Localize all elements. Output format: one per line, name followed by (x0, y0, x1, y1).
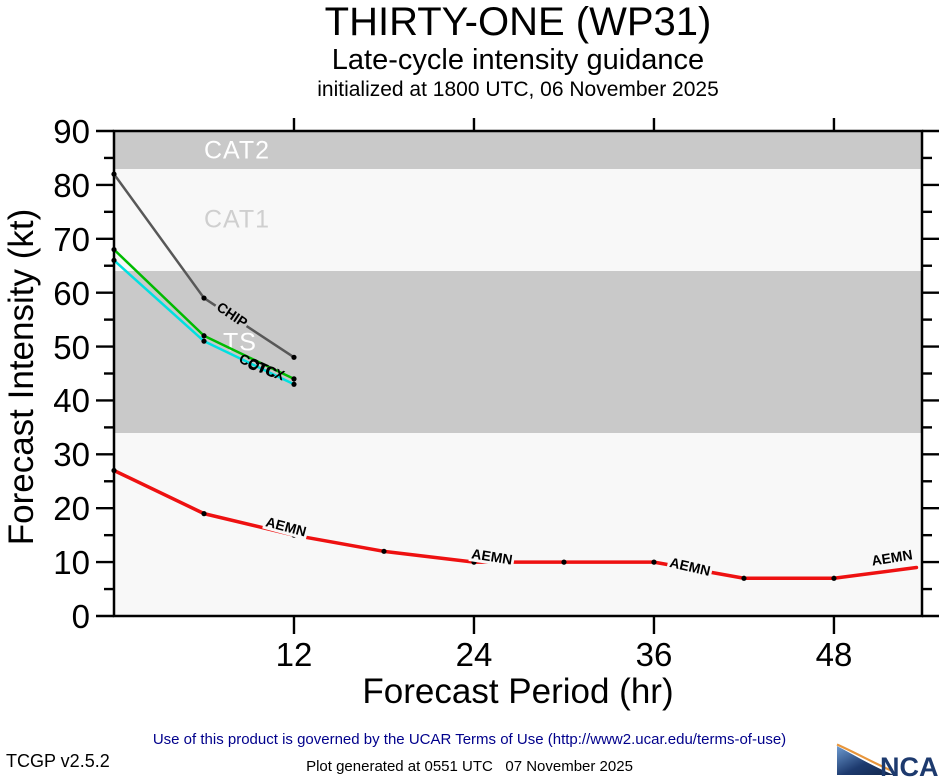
y-tick-label-70: 70 (53, 220, 90, 258)
ncar-logo: NCAR (836, 743, 939, 780)
chart-init-time: initialized at 1800 UTC, 06 November 202… (317, 78, 719, 101)
ncar-logo-swoosh (837, 746, 894, 775)
data-point-aemn (831, 575, 837, 581)
ncar-logo-graphic: NCAR (836, 743, 939, 780)
band-label-cat1: CAT1 (203, 205, 271, 234)
data-point-cotc (111, 257, 117, 263)
data-point-aemn (651, 559, 657, 565)
terms-of-use-text: Use of this product is governed by the U… (152, 731, 787, 748)
data-point-aemn (381, 548, 387, 554)
y-tick-label-80: 80 (53, 166, 90, 204)
series-line-aemn (112, 468, 919, 581)
data-point-aemn (111, 467, 117, 474)
chart-subtitle: Late-cycle intensity guidance (331, 44, 705, 76)
data-point-chip (291, 354, 297, 360)
x-tick-label-48: 48 (815, 636, 853, 673)
ncar-logo-text: NCAR (880, 752, 938, 780)
data-point-chip (111, 171, 117, 177)
y-tick-label-10: 10 (53, 544, 90, 582)
ncar-logo-arc (836, 743, 892, 772)
data-point-aemn (741, 575, 747, 581)
chart-title: THIRTY-ONE (WP31) (324, 0, 712, 44)
plot-generated-text: Plot generated at 0551 UTC 07 November 2… (306, 758, 633, 775)
x-tick-label-12: 12 (275, 636, 313, 673)
x-tick-label-24: 24 (455, 636, 493, 673)
y-tick-label-30: 30 (53, 436, 90, 474)
y-tick-label-40: 40 (53, 382, 90, 420)
band-cat1 (114, 168, 922, 272)
data-point-aemn (201, 511, 207, 517)
data-point-ctcx (201, 333, 207, 339)
data-point-cotc (291, 381, 297, 387)
x-axis-title: Forecast Period (hr) (362, 672, 674, 711)
band-label-cat2: CAT2 (203, 136, 271, 165)
y-tick-label-50: 50 (53, 328, 90, 366)
x-tick-label-36: 36 (635, 636, 673, 673)
y-tick-label-60: 60 (53, 274, 90, 312)
data-point-cotc (201, 338, 207, 344)
tcgp-version: TCGP v2.5.2 (6, 751, 110, 771)
title-block: THIRTY-ONE (WP31) Late-cycle intensity g… (114, 0, 922, 103)
data-point-chip (201, 295, 207, 301)
data-point-ctcx (111, 246, 117, 253)
series-line-chip (112, 172, 296, 359)
data-point-aemn (561, 559, 567, 565)
band-ts (114, 271, 922, 433)
y-tick-label-20: 20 (53, 490, 90, 528)
band-cat2 (114, 131, 922, 169)
y-tick-label-0: 0 (71, 598, 90, 635)
y-tick-label-90: 90 (53, 113, 90, 150)
data-point-ctcx (291, 376, 297, 382)
series-line-ctcx (112, 248, 296, 381)
